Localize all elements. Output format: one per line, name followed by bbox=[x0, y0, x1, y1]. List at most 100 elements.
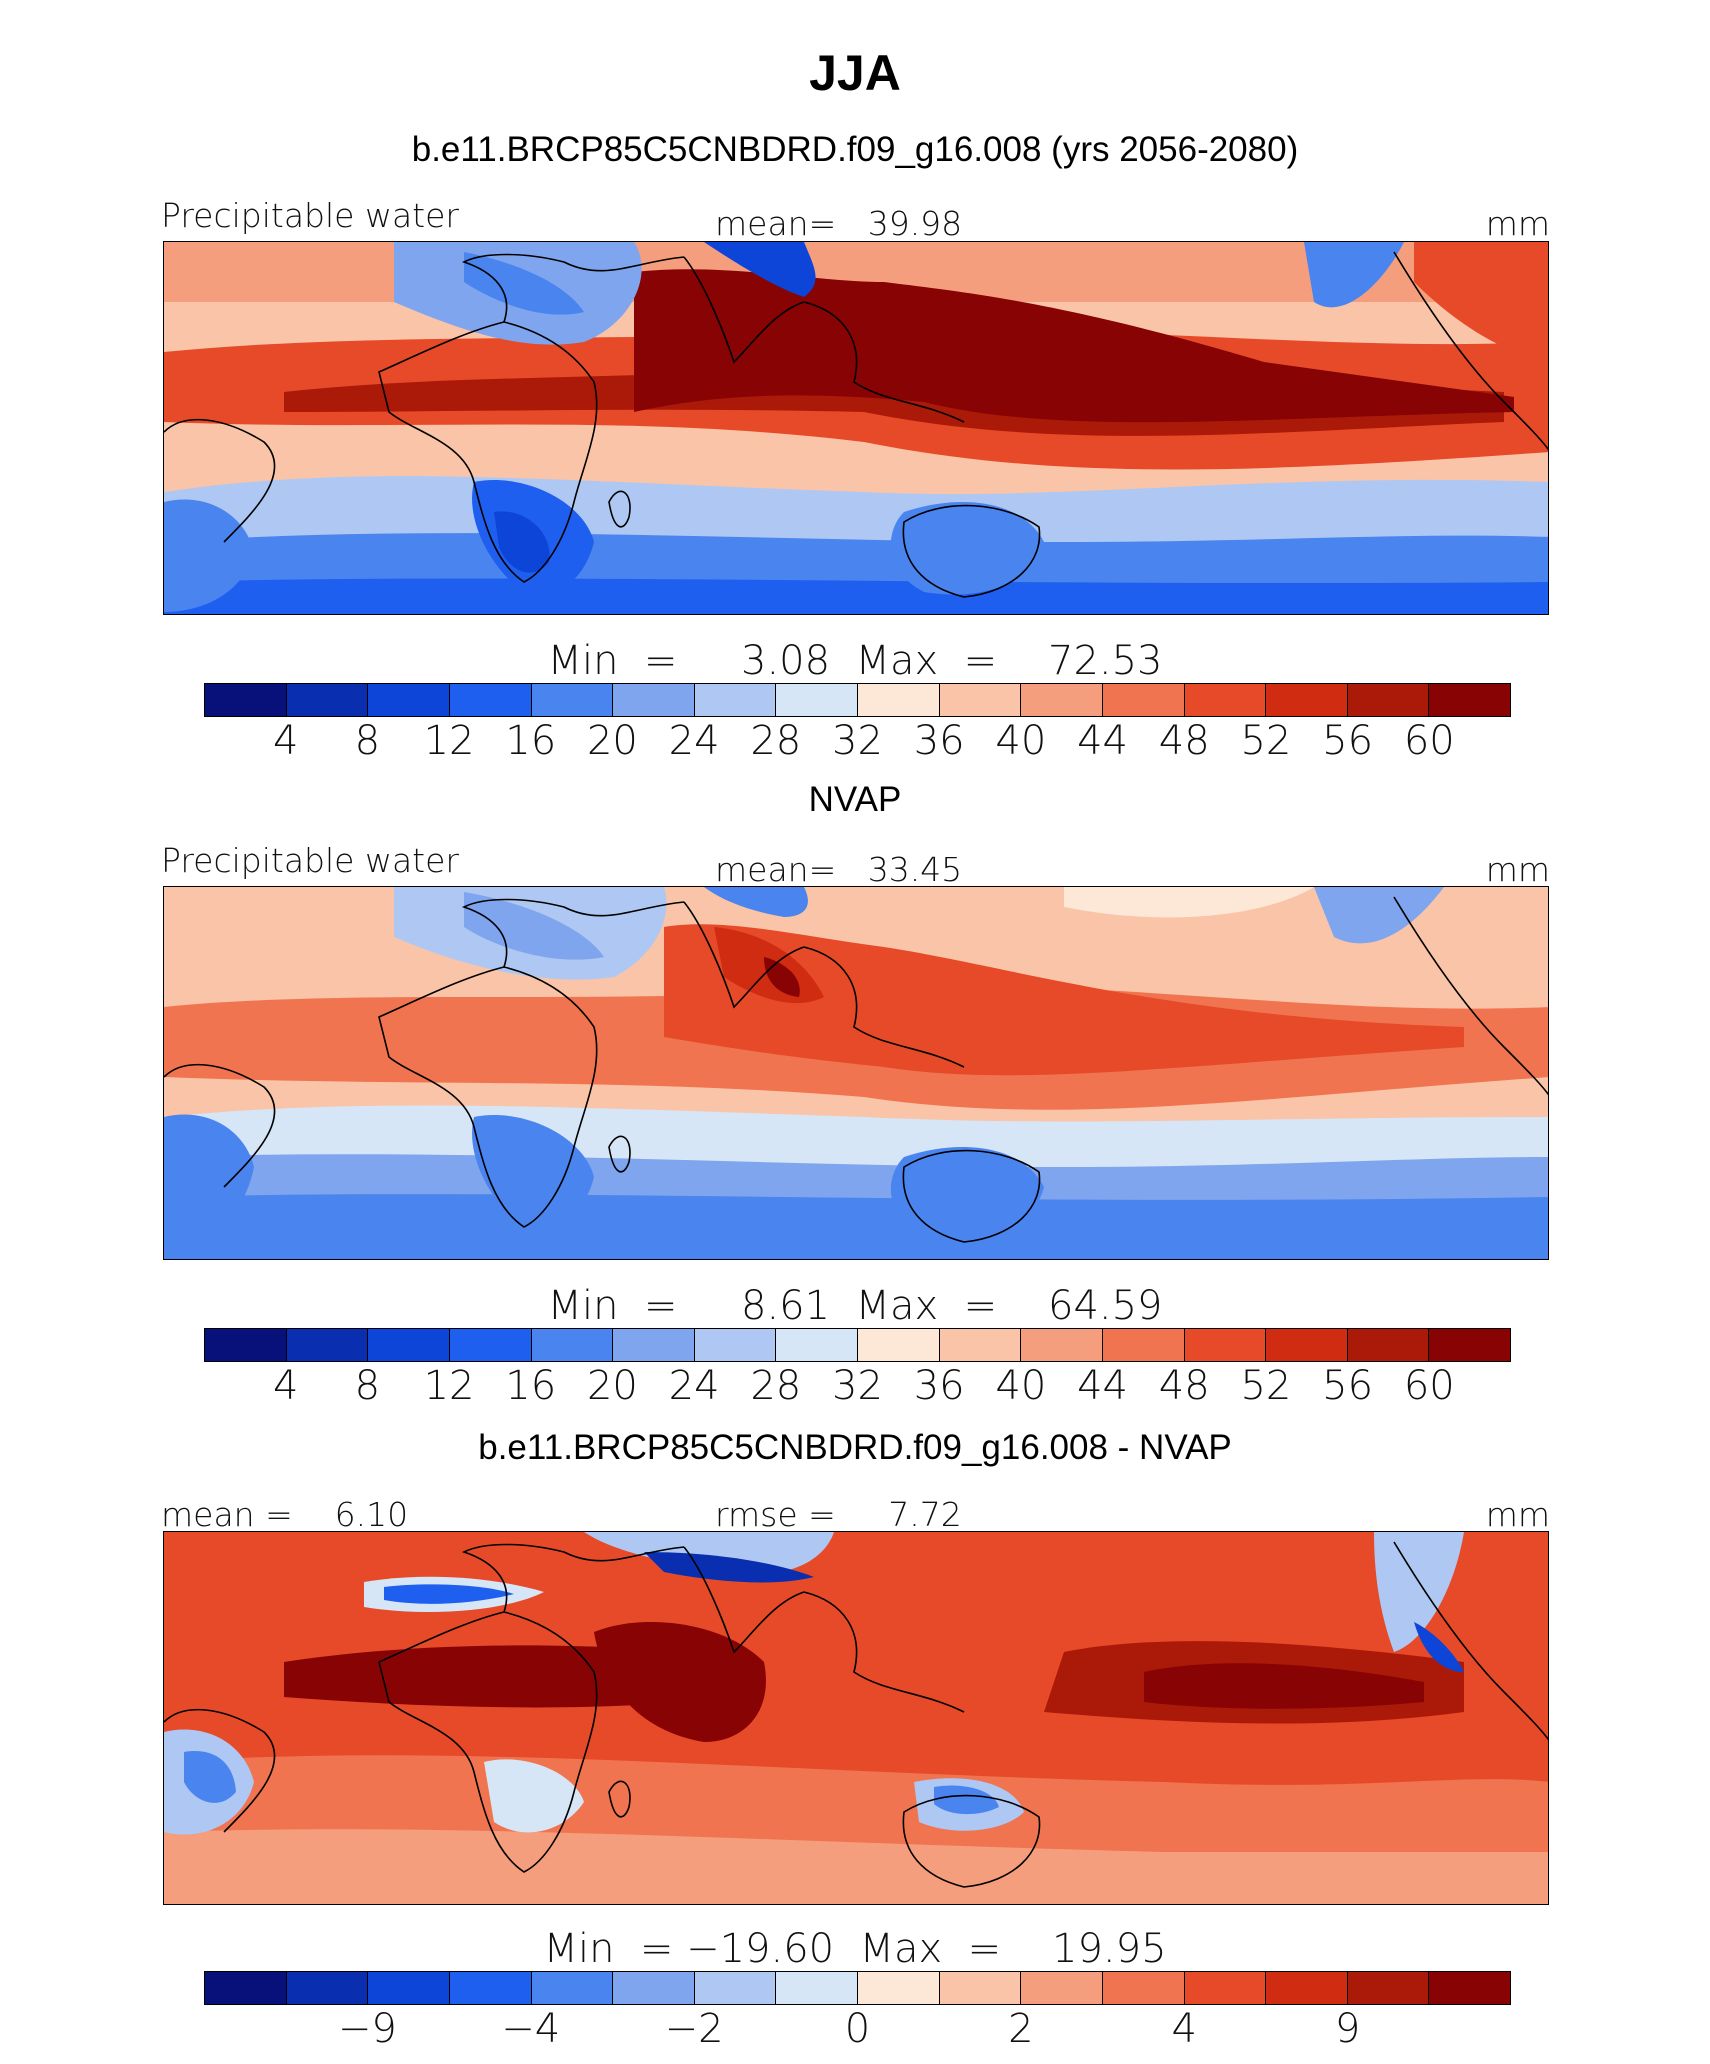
colorbar-tick-label: 16 bbox=[505, 1363, 557, 1409]
colorbar-tick-label: 40 bbox=[995, 1363, 1047, 1409]
panel-2-colorbar bbox=[204, 1328, 1511, 1362]
panel-2-title: NVAP bbox=[808, 780, 902, 819]
colorbar-box bbox=[531, 1972, 614, 2004]
colorbar-tick-label: 12 bbox=[423, 718, 475, 764]
colorbar-tick-label: 32 bbox=[832, 718, 883, 764]
colorbar-box bbox=[1184, 1972, 1267, 2004]
colorbar-tick-label: 2 bbox=[1008, 2006, 1034, 2052]
panel-3-units-label: mm bbox=[1485, 1495, 1550, 1534]
colorbar-box bbox=[449, 1329, 532, 1361]
colorbar-tick-label: 20 bbox=[586, 1363, 638, 1409]
colorbar-box bbox=[694, 1329, 777, 1361]
panel-3-colorbar bbox=[204, 1971, 1511, 2005]
colorbar-box bbox=[1347, 1329, 1430, 1361]
colorbar-box bbox=[1021, 1972, 1103, 2004]
panel-3-rmse-label: rmse = 7.72 bbox=[715, 1495, 962, 1534]
panel-1-contour-plot bbox=[164, 242, 1548, 614]
panel-1-minmax-label: Min = 3.08 Max = 72.53 bbox=[547, 638, 1163, 684]
panel-2-map bbox=[163, 886, 1549, 1260]
colorbar-box bbox=[1184, 1329, 1267, 1361]
colorbar-box bbox=[1102, 1972, 1185, 2004]
colorbar-tick-label: −2 bbox=[664, 2006, 724, 2052]
colorbar-box bbox=[858, 1329, 940, 1361]
colorbar-tick-label: 24 bbox=[668, 1363, 720, 1409]
panel-3-map bbox=[163, 1531, 1549, 1905]
colorbar-tick-label: 4 bbox=[272, 1363, 299, 1409]
colorbar-box bbox=[1021, 684, 1103, 716]
colorbar-box bbox=[613, 1329, 695, 1361]
page-title: JJA bbox=[809, 45, 901, 101]
colorbar-tick-label: 24 bbox=[668, 718, 720, 764]
panel-1-mean-label: mean= 39.98 bbox=[715, 204, 963, 243]
colorbar-tick-label: 8 bbox=[354, 718, 381, 764]
panel-1-colorbar-ticks: 4 8 12 16 20 24 28 32 36 40 44 48 52 56 60 bbox=[204, 718, 1511, 764]
panel-3-mean-label: mean = 6.10 bbox=[161, 1495, 409, 1534]
panel-1-title: b.e11.BRCP85C5CNBDRD.f09_g16.008 (yrs 20… bbox=[411, 130, 1299, 169]
colorbar-box bbox=[939, 684, 1022, 716]
colorbar-tick-label: 20 bbox=[586, 718, 638, 764]
panel-2-variable-label: Precipitable water bbox=[161, 841, 459, 880]
colorbar-tick-label: 44 bbox=[1077, 718, 1129, 764]
colorbar-tick-label: 12 bbox=[423, 1363, 475, 1409]
colorbar-tick-label: 4 bbox=[272, 718, 299, 764]
colorbar-tick-label: −4 bbox=[501, 2006, 561, 2052]
colorbar-tick-label: −9 bbox=[337, 2006, 397, 2052]
colorbar-tick-label: 32 bbox=[832, 1363, 883, 1409]
colorbar-box bbox=[449, 1972, 532, 2004]
colorbar-tick-label: 16 bbox=[505, 718, 557, 764]
colorbar-box bbox=[1347, 684, 1430, 716]
colorbar-tick-label: 52 bbox=[1240, 1363, 1292, 1409]
colorbar-tick-label: 0 bbox=[844, 2006, 871, 2052]
colorbar-tick-label: 60 bbox=[1403, 1363, 1455, 1409]
colorbar-box bbox=[205, 1329, 287, 1361]
colorbar-box bbox=[694, 684, 777, 716]
colorbar-box bbox=[1429, 684, 1510, 716]
colorbar-box bbox=[776, 1972, 858, 2004]
colorbar-box bbox=[286, 684, 369, 716]
panel-1-colorbar bbox=[204, 683, 1511, 717]
colorbar-box bbox=[1102, 684, 1185, 716]
colorbar-box bbox=[613, 1972, 695, 2004]
panel-1-map bbox=[163, 241, 1549, 615]
colorbar-tick-label: 44 bbox=[1077, 1363, 1129, 1409]
colorbar-box bbox=[1429, 1329, 1510, 1361]
colorbar-box bbox=[286, 1972, 369, 2004]
colorbar-box bbox=[694, 1972, 777, 2004]
colorbar-tick-label: 48 bbox=[1158, 718, 1210, 764]
panel-2-mean-label: mean= 33.45 bbox=[715, 850, 963, 889]
colorbar-box bbox=[1102, 1329, 1185, 1361]
colorbar-box bbox=[1184, 684, 1267, 716]
panel-2-colorbar-ticks: 4 8 12 16 20 24 28 32 36 40 44 48 52 56 60 bbox=[204, 1363, 1511, 1409]
colorbar-box bbox=[858, 684, 940, 716]
panel-2-contour-plot bbox=[164, 887, 1548, 1259]
colorbar-box bbox=[205, 1972, 287, 2004]
colorbar-box bbox=[1266, 1329, 1348, 1361]
panel-1-variable-label: Precipitable water bbox=[161, 196, 459, 235]
colorbar-box bbox=[368, 1329, 450, 1361]
colorbar-box bbox=[776, 684, 858, 716]
colorbar-tick-label: 36 bbox=[913, 718, 965, 764]
colorbar-box bbox=[776, 1329, 858, 1361]
colorbar-box bbox=[368, 1972, 450, 2004]
colorbar-tick-label: 4 bbox=[1171, 2006, 1197, 2052]
panel-2-minmax-label: Min = 8.61 Max = 64.59 bbox=[547, 1283, 1163, 1329]
panel-2-units-label: mm bbox=[1485, 850, 1550, 889]
colorbar-tick-label: 48 bbox=[1158, 1363, 1210, 1409]
colorbar-tick-label: 8 bbox=[354, 1363, 381, 1409]
colorbar-box bbox=[1429, 1972, 1510, 2004]
colorbar-box bbox=[1266, 684, 1348, 716]
colorbar-box bbox=[531, 684, 614, 716]
colorbar-box bbox=[449, 684, 532, 716]
colorbar-tick-label: 28 bbox=[750, 718, 802, 764]
colorbar-tick-label: 60 bbox=[1403, 718, 1455, 764]
colorbar-box bbox=[205, 684, 287, 716]
panel-3-title: b.e11.BRCP85C5CNBDRD.f09_g16.008 - NVAP bbox=[478, 1428, 1232, 1467]
colorbar-box bbox=[368, 684, 450, 716]
colorbar-tick-label: 40 bbox=[995, 718, 1047, 764]
colorbar-tick-label: 28 bbox=[750, 1363, 802, 1409]
colorbar-box bbox=[858, 1972, 940, 2004]
colorbar-box bbox=[1266, 1972, 1348, 2004]
colorbar-box bbox=[1021, 1329, 1103, 1361]
colorbar-tick-label: 52 bbox=[1240, 718, 1292, 764]
panel-3-minmax-label: Min = −19.60 Max = 19.95 bbox=[543, 1926, 1167, 1972]
